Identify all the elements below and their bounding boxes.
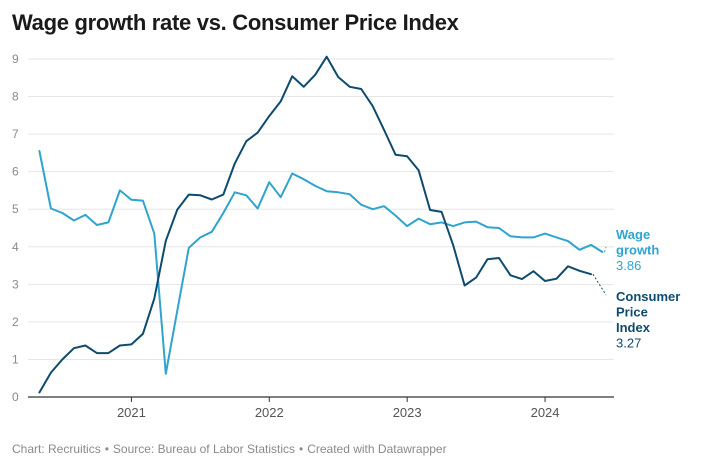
y-tick-label: 9	[12, 52, 19, 66]
x-axis-ticks: 2021 2022 2023 2024	[117, 397, 560, 420]
cpi-label-line: Index	[616, 320, 651, 335]
x-tick-label: 2023	[393, 405, 422, 420]
y-tick-label: 4	[12, 240, 19, 254]
y-tick-label: 8	[12, 90, 19, 104]
wage-growth-label-value: 3.86	[616, 258, 641, 273]
label-connector	[603, 246, 607, 253]
cpi-label-value: 3.27	[616, 336, 641, 351]
cpi-line	[38, 55, 592, 394]
gridlines	[28, 58, 614, 398]
chart-title: Wage growth rate vs. Consumer Price Inde…	[12, 10, 459, 35]
y-tick-label: 2	[12, 315, 19, 329]
footer-separator: •	[299, 442, 304, 456]
label-connector	[592, 273, 607, 296]
wage-growth-line	[38, 150, 604, 375]
cpi-label-line: Price	[616, 305, 648, 320]
y-axis-ticks: 0 1 2 3 4 5 6 7 8 9	[12, 52, 19, 404]
chart-footer: Chart: Recruitics • Source: Bureau of Labo…	[12, 442, 447, 456]
x-tick-label: 2022	[255, 405, 284, 420]
footer-source: Source: Bureau of Labor Statistics	[112, 442, 295, 456]
y-tick-label: 1	[12, 352, 19, 366]
series-lines	[38, 55, 604, 394]
x-tick-label: 2021	[117, 405, 146, 420]
footer-separator: •	[104, 442, 109, 456]
wage-growth-label-line: Wage	[616, 227, 650, 242]
x-tick-label: 2024	[531, 405, 560, 420]
wage-growth-label-line: growth	[616, 243, 659, 258]
cpi-label-line: Consumer	[616, 289, 680, 304]
y-tick-label: 6	[12, 165, 19, 179]
footer-created-with: Created with Datawrapper	[307, 442, 447, 456]
y-tick-label: 0	[12, 390, 19, 404]
y-tick-label: 5	[12, 202, 19, 216]
y-tick-label: 3	[12, 277, 19, 291]
footer-chart-credit: Chart: Recruitics	[12, 442, 101, 456]
y-tick-label: 7	[12, 127, 19, 141]
